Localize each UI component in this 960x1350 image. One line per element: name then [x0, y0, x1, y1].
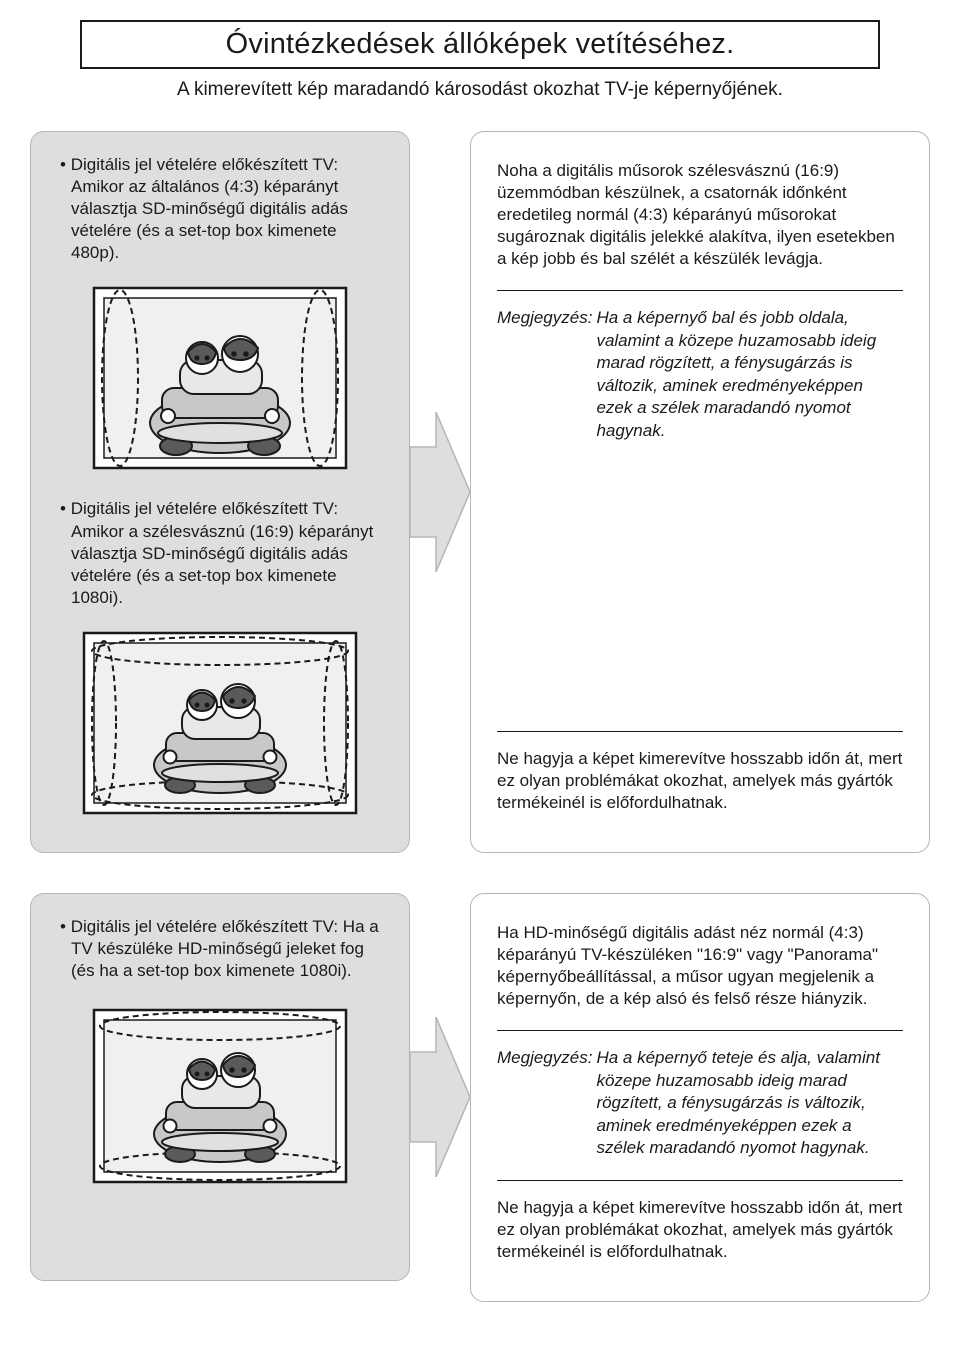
section-2-para-1: Ha HD-minőségű digitális adást néz normá…	[497, 922, 903, 1010]
section-1: Digitális jel vételére előkészített TV: …	[30, 131, 930, 853]
page-subtitle: A kimerevített kép maradandó károsodást …	[70, 79, 890, 101]
illustration-4-3-pillarbox	[53, 278, 387, 478]
section-2-note: Megjegyzés: Ha a képernyő teteje és alja…	[497, 1047, 903, 1159]
section-2-right-panel: Ha HD-minőségű digitális adást néz normá…	[470, 893, 930, 1302]
note-body: Ha a képernyő teteje és alja, valamint k…	[596, 1047, 903, 1159]
note-label: Megjegyzés:	[497, 307, 596, 442]
section-1-arrow	[410, 131, 470, 853]
section-1-bullet-2: Digitális jel vételére előkészített TV: …	[53, 498, 387, 608]
divider	[497, 731, 903, 732]
page-title-box: Óvintézkedések állóképek vetítéséhez.	[80, 20, 880, 69]
section-1-right-panel: Noha a digitális műsorok szélesvásznú (1…	[470, 131, 930, 853]
section-2-bullet-1: Digitális jel vételére előkészített TV: …	[53, 916, 387, 982]
arrow-icon	[410, 1017, 470, 1177]
divider	[497, 1180, 903, 1181]
section-1-para-2: Ne hagyja a képet kimerevítve hosszabb i…	[497, 748, 903, 814]
section-2: Digitális jel vételére előkészített TV: …	[30, 893, 930, 1302]
section-1-left-panel: Digitális jel vételére előkészített TV: …	[30, 131, 410, 853]
section-1-bullet-1: Digitális jel vételére előkészített TV: …	[53, 154, 387, 264]
illustration-hd-letterbox	[53, 996, 387, 1196]
divider	[497, 1030, 903, 1031]
section-2-para-2: Ne hagyja a képet kimerevítve hosszabb i…	[497, 1197, 903, 1263]
note-label: Megjegyzés:	[497, 1047, 596, 1159]
arrow-icon	[410, 412, 470, 572]
page-title: Óvintézkedések állóképek vetítéséhez.	[226, 28, 735, 60]
note-body: Ha a képernyő bal és jobb oldala, valami…	[596, 307, 903, 442]
section-1-para-1: Noha a digitális műsorok szélesvásznú (1…	[497, 160, 903, 270]
section-2-left-panel: Digitális jel vételére előkészített TV: …	[30, 893, 410, 1281]
section-1-note: Megjegyzés: Ha a képernyő bal és jobb ol…	[497, 307, 903, 442]
section-2-arrow	[410, 893, 470, 1302]
illustration-16-9-letterbox	[53, 623, 387, 823]
divider	[497, 290, 903, 291]
